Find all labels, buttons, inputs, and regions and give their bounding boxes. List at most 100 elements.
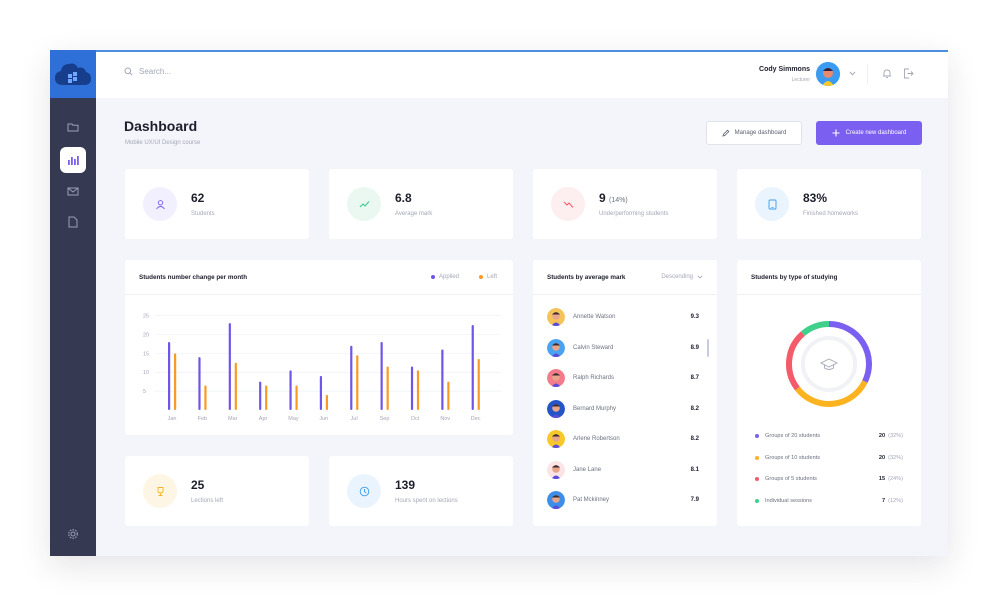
scrollbar[interactable]: [707, 339, 709, 357]
list-item[interactable]: Annette Watson 9.3: [547, 307, 699, 327]
sort-dropdown[interactable]: Descending: [661, 274, 703, 280]
list-item[interactable]: Pat Mckinney 7.9: [547, 490, 699, 510]
stat-icon-bg: [143, 474, 177, 508]
sidebar-item-settings[interactable]: [60, 521, 86, 547]
top-accent-line: [96, 50, 948, 52]
type-legend-item[interactable]: Individual sessions 7 (12%): [755, 496, 903, 506]
bar-left[interactable]: [204, 385, 207, 410]
bell-icon[interactable]: [882, 68, 892, 79]
bar-chart-card: Students number change per month Applied…: [125, 260, 513, 435]
bar-left[interactable]: [416, 370, 420, 410]
student-mark: 7.9: [690, 497, 699, 503]
bar-applied[interactable]: [168, 342, 171, 410]
legend-dot-applied: [431, 275, 435, 279]
list-item[interactable]: Jane Lane 8.1: [547, 460, 699, 480]
pencil-icon: [722, 129, 730, 137]
legend-applied-label: Applied: [439, 274, 460, 280]
donut-slice[interactable]: [828, 321, 872, 383]
list-item[interactable]: Calvin Steward 8.9: [547, 338, 699, 358]
type-legend-item[interactable]: Groups of 5 students 15 (24%): [755, 474, 903, 484]
bar-applied[interactable]: [228, 323, 231, 410]
student-name: Bernard Murphy: [573, 405, 617, 412]
student-name: Jane Lane: [573, 466, 602, 473]
bar-left[interactable]: [265, 385, 268, 410]
topbar-divider: [867, 64, 868, 84]
bar-left[interactable]: [447, 381, 450, 410]
search-input[interactable]: Search...: [139, 67, 172, 76]
stat-card-underperforming: 9 (14%) Underperforming students: [533, 169, 717, 239]
bar-applied[interactable]: [410, 366, 414, 410]
bar-applied[interactable]: [259, 381, 262, 410]
donut-slice[interactable]: [794, 380, 868, 407]
student-name: Pat Mckinney: [573, 497, 610, 503]
bar-left[interactable]: [295, 385, 298, 410]
bar-applied[interactable]: [319, 376, 323, 410]
type-percent: (12%): [888, 498, 903, 505]
student-mark: 8.2: [690, 405, 699, 412]
student-mark: 9.3: [690, 314, 699, 320]
bar-applied[interactable]: [350, 345, 353, 410]
cloud-logo-icon: [55, 63, 91, 85]
stat-icon-bg: [551, 187, 585, 221]
stat-value: 25: [191, 478, 205, 492]
mail-icon: [67, 187, 79, 195]
x-tick-label: Mar: [228, 416, 238, 422]
stat-card-homeworks: 83% Finished homeworks: [737, 169, 921, 239]
bar-applied[interactable]: [198, 357, 201, 410]
legend-dot: [755, 499, 759, 504]
bar-applied[interactable]: [441, 349, 444, 410]
avatar: [547, 338, 565, 357]
stat-value: 9 (14%): [599, 191, 628, 205]
type-name: Groups of 10 students: [765, 454, 821, 461]
legend-left[interactable]: Left: [479, 274, 497, 280]
y-tick-label: 20: [143, 332, 149, 338]
stat-label: Average mark: [395, 211, 433, 217]
card-title: Students number change per month: [139, 274, 248, 281]
bar-left[interactable]: [356, 355, 359, 410]
type-name: Individual sessions: [765, 498, 812, 505]
user-avatar[interactable]: [816, 62, 840, 86]
x-tick-label: Nov: [440, 416, 450, 422]
logout-icon[interactable]: [903, 68, 914, 79]
sidebar-item-dashboard[interactable]: [60, 147, 86, 173]
bar-applied[interactable]: [471, 325, 474, 410]
stat-value-percent: (14%): [609, 197, 628, 204]
logo[interactable]: [50, 50, 96, 98]
create-dashboard-button[interactable]: Create new dashboard: [816, 121, 922, 145]
sidebar-item-messages[interactable]: [60, 178, 86, 204]
x-tick-label: Apr: [259, 416, 268, 422]
app-window: Search... Cody Simmons Lecturer Dashboar…: [50, 50, 948, 556]
bar-left[interactable]: [477, 359, 480, 410]
donut-slice[interactable]: [786, 331, 805, 391]
donut-chart: [786, 321, 872, 407]
type-legend-item[interactable]: Groups of 20 students 20 (32%): [755, 431, 903, 441]
sidebar-item-folders[interactable]: [60, 114, 86, 140]
stat-value: 62: [191, 191, 205, 205]
list-item[interactable]: Ralph Richards 8.7: [547, 368, 699, 388]
bar-applied[interactable]: [289, 370, 292, 410]
bar-left[interactable]: [325, 394, 329, 410]
list-item[interactable]: Bernard Murphy 8.2: [547, 399, 699, 419]
search-bar[interactable]: Search...: [124, 67, 171, 76]
manage-dashboard-label: Manage dashboard: [734, 130, 787, 136]
y-tick-label: 5: [143, 389, 146, 395]
stat-value: 83%: [803, 191, 828, 205]
manage-dashboard-button[interactable]: Manage dashboard: [706, 121, 802, 145]
chevron-down-icon[interactable]: [849, 71, 856, 76]
student-mark: 8.9: [690, 344, 699, 351]
donut-slice[interactable]: [800, 321, 830, 337]
bar-left[interactable]: [234, 362, 237, 410]
type-legend-item[interactable]: Groups of 10 students 20 (32%): [755, 453, 903, 463]
card-divider: [533, 294, 717, 295]
type-name: Groups of 5 students: [765, 476, 817, 483]
document-icon: [68, 216, 78, 228]
bar-left[interactable]: [174, 353, 177, 410]
avatar: [547, 399, 565, 418]
bar-applied[interactable]: [380, 342, 383, 410]
bar-left[interactable]: [386, 366, 389, 410]
trend-up-icon: [359, 200, 369, 207]
legend-applied[interactable]: Applied: [431, 274, 459, 280]
list-item[interactable]: Arlene Robertson 8.2: [547, 429, 699, 449]
sidebar-item-documents[interactable]: [60, 209, 86, 235]
type-percent: (24%): [888, 476, 903, 483]
